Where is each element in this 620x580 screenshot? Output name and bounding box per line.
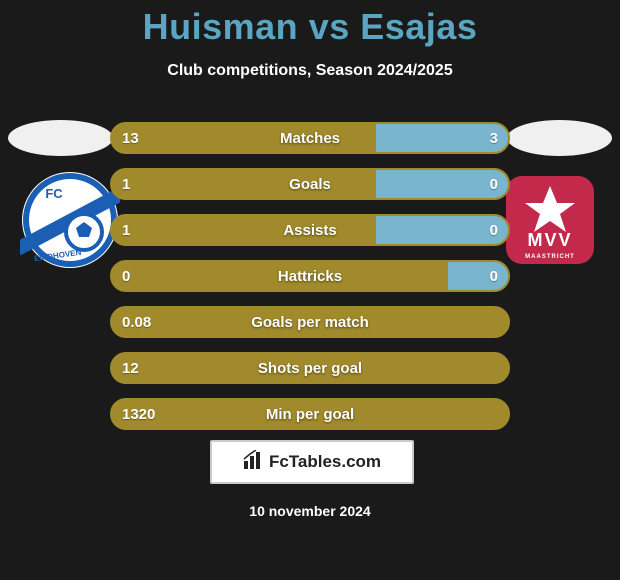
stat-row: 00Hattricks (110, 260, 510, 292)
svg-text:FC: FC (45, 186, 63, 201)
stat-row: 133Matches (110, 122, 510, 154)
stat-value-left: 0 (112, 262, 140, 290)
svg-text:MAASTRICHT: MAASTRICHT (525, 254, 575, 260)
svg-text:MVV: MVV (527, 230, 572, 250)
main-title: Huisman vs Esajas (0, 6, 620, 48)
brand-box: FcTables.com (210, 440, 414, 484)
stat-segment-left (112, 308, 510, 336)
stat-segment-left (112, 124, 380, 152)
stat-value-left: 13 (112, 124, 149, 152)
vs-separator: vs (309, 6, 350, 47)
date-footer: 10 november 2024 (0, 503, 620, 519)
club-logo-left: FC EINDHOVEN (20, 170, 120, 270)
comparison-infographic: Huisman vs Esajas Club competitions, Sea… (0, 0, 620, 580)
subtitle: Club competitions, Season 2024/2025 (0, 62, 620, 80)
stat-value-left: 1 (112, 170, 140, 198)
stat-row: 0.08Goals per match (110, 306, 510, 338)
stat-row: 10Assists (110, 214, 510, 246)
stat-segment-left (112, 170, 380, 198)
stat-value-left: 1320 (112, 400, 165, 428)
stat-segment-left (112, 216, 380, 244)
player-left-head-ellipse (8, 120, 113, 156)
stat-value-right: 0 (480, 262, 508, 290)
stat-segment-left (112, 262, 452, 290)
stat-row: 1320Min per goal (110, 398, 510, 430)
stat-value-right: 3 (480, 124, 508, 152)
stat-value-right: 0 (480, 170, 508, 198)
player-right-name: Esajas (360, 6, 477, 47)
stat-bars: 133Matches10Goals10Assists00Hattricks0.0… (110, 122, 510, 444)
stat-row: 10Goals (110, 168, 510, 200)
brand-text: FcTables.com (269, 452, 381, 472)
stat-segment-left (112, 354, 510, 382)
stat-value-left: 0.08 (112, 308, 161, 336)
stat-value-right: 0 (480, 216, 508, 244)
stat-segment-left (112, 400, 510, 428)
player-right-head-ellipse (507, 120, 612, 156)
player-left-name: Huisman (143, 6, 299, 47)
stat-value-left: 1 (112, 216, 140, 244)
club-logo-right: MVV MAASTRICHT (500, 170, 600, 270)
bars-icon (243, 450, 263, 475)
stat-value-left: 12 (112, 354, 149, 382)
stat-row: 12Shots per goal (110, 352, 510, 384)
